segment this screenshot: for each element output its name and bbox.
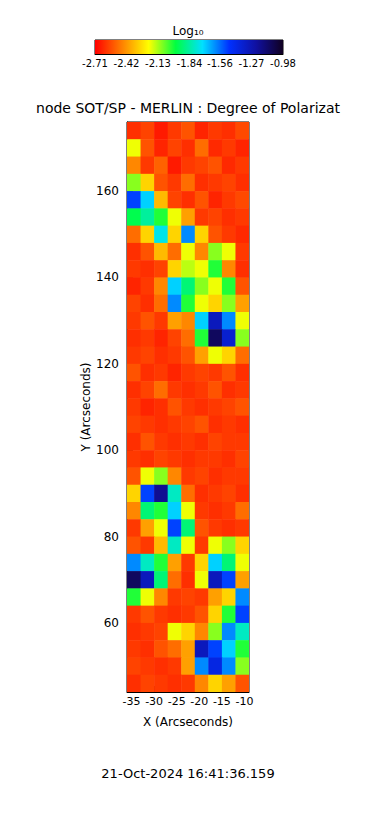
svg-text:-10: -10	[235, 695, 253, 708]
svg-text:-20: -20	[190, 695, 208, 708]
svg-text:-25: -25	[168, 695, 186, 708]
svg-text:120: 120	[96, 357, 119, 371]
svg-text:-35: -35	[123, 695, 141, 708]
svg-text:-2.71: -2.71	[82, 58, 108, 69]
svg-text:-30: -30	[145, 695, 163, 708]
svg-text:-2.13: -2.13	[145, 58, 171, 69]
svg-text:-2.42: -2.42	[114, 58, 140, 69]
svg-text:-15: -15	[213, 695, 231, 708]
svg-text:140: 140	[96, 270, 119, 284]
svg-text:-0.98: -0.98	[270, 58, 296, 69]
svg-text:21-Oct-2024 16:41:36.159: 21-Oct-2024 16:41:36.159	[101, 766, 274, 781]
svg-text:-1.27: -1.27	[239, 58, 265, 69]
svg-text:100: 100	[96, 443, 119, 457]
svg-text:Log₁₀: Log₁₀	[172, 24, 203, 38]
svg-text:-1.84: -1.84	[177, 58, 203, 69]
svg-text:X (Arcseconds): X (Arcseconds)	[143, 715, 233, 729]
svg-text:160: 160	[96, 184, 119, 198]
svg-text:Y (Arcseconds): Y (Arcseconds)	[79, 362, 93, 452]
svg-text:-1.56: -1.56	[207, 58, 233, 69]
svg-text:node SOT/SP - MERLIN : Degree: node SOT/SP - MERLIN : Degree of Polariz…	[36, 100, 340, 116]
svg-text:80: 80	[104, 530, 119, 544]
svg-text:60: 60	[104, 616, 119, 630]
